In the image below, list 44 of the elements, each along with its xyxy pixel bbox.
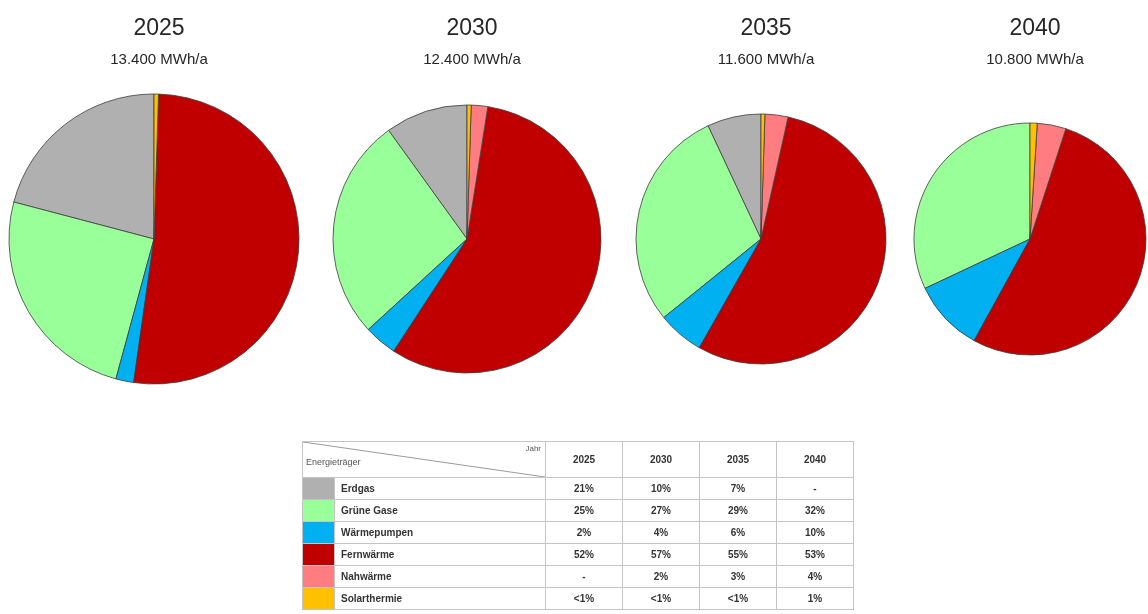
data-label: 27% — [622, 499, 700, 522]
data-label: <1% — [622, 587, 700, 610]
slice-label: 2025 — [133, 13, 185, 40]
text: 13.400 MWh/a — [110, 50, 209, 67]
legend-label: Nahwärme — [334, 565, 546, 588]
data-label: 55% — [699, 543, 777, 566]
data-label: 29% — [699, 499, 777, 522]
legend-label: Wärmepumpen — [334, 521, 546, 544]
text: 2025 — [572, 454, 596, 465]
text: 11.600 MWh/a — [717, 50, 815, 67]
legend-label: Solarthermie — [334, 587, 546, 610]
legend-label: Erdgas — [334, 477, 546, 500]
data-label: 1% — [776, 587, 854, 610]
slice-label: 2040 — [1009, 13, 1061, 40]
data-label: 10% — [622, 477, 700, 500]
text: 2040 — [803, 454, 827, 465]
data-label: 52% — [545, 543, 623, 566]
text: 2030 — [649, 454, 673, 465]
text: - — [813, 483, 817, 494]
data-label: 21% — [545, 477, 623, 500]
text: 12.400 MWh/a — [423, 50, 522, 67]
slice-label: 2035 — [740, 13, 792, 40]
legend-label: Grüne Gase — [334, 499, 546, 522]
data-label: 4% — [776, 565, 854, 588]
data-label: 2% — [622, 565, 700, 588]
data-label: 32% — [776, 499, 854, 522]
data-label: 6% — [699, 521, 777, 544]
legend-label: Fernwärme — [334, 543, 546, 566]
data-label: 3% — [699, 565, 777, 588]
text: Jahr — [525, 444, 541, 453]
data-label: 57% — [622, 543, 700, 566]
text: - — [582, 571, 586, 582]
data-label: 2% — [545, 521, 623, 544]
data-label: 25% — [545, 499, 623, 522]
data-label: 4% — [622, 521, 700, 544]
data-label: 10% — [776, 521, 854, 544]
data-label: 53% — [776, 543, 854, 566]
data-label: <1% — [545, 587, 623, 610]
legend-title: Energieträger — [306, 457, 361, 467]
text: 2035 — [726, 454, 750, 465]
data-label: 7% — [699, 477, 777, 500]
slice-label: 2030 — [446, 13, 498, 40]
text: 10.800 MWh/a — [986, 50, 1085, 67]
data-label: <1% — [699, 587, 777, 610]
